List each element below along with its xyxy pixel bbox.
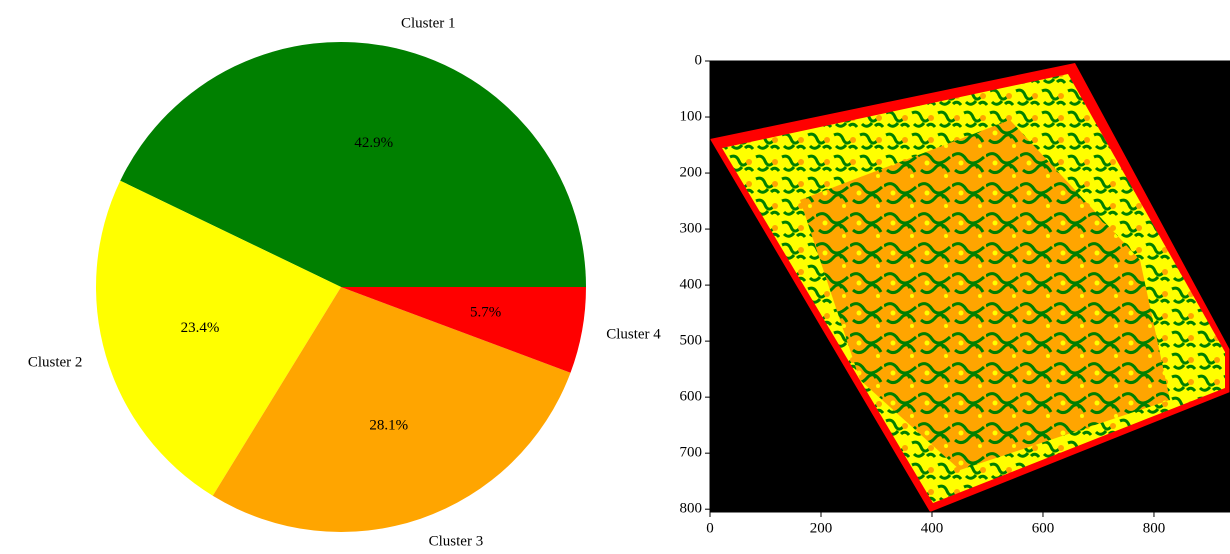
y-tick-label: 300 <box>680 221 703 237</box>
value-label: 23.4% <box>181 320 220 336</box>
value-label: 5.7% <box>470 305 501 321</box>
x-tick-label: 200 <box>810 520 833 536</box>
slice-label: Cluster 1 <box>401 16 456 32</box>
value-label: 42.9% <box>354 135 393 151</box>
image-panel <box>710 61 1230 512</box>
y-tick-label: 800 <box>680 501 703 517</box>
y-tick-label: 600 <box>680 389 703 405</box>
pie-slice <box>96 180 341 496</box>
slice-label: Cluster 4 <box>606 326 661 342</box>
pie-slice <box>212 287 571 532</box>
slice-label: Cluster 2 <box>28 354 83 370</box>
image-region <box>800 120 1170 470</box>
y-tick-label: 500 <box>680 333 703 349</box>
x-tick-label: 0 <box>706 520 714 536</box>
pie-slice <box>120 42 586 287</box>
x-tick-label: 800 <box>1143 520 1166 536</box>
y-tick-label: 200 <box>680 164 703 180</box>
axes-frame <box>709 60 1230 513</box>
pie-slice <box>341 287 586 373</box>
x-tick-label: 600 <box>1032 520 1055 536</box>
slice-label: Cluster 3 <box>429 533 484 549</box>
x-tick-label: 400 <box>921 520 944 536</box>
y-tick-label: 400 <box>680 277 703 293</box>
y-tick-label: 700 <box>680 445 703 461</box>
value-label: 28.1% <box>369 417 408 433</box>
y-tick-label: 100 <box>680 108 703 124</box>
y-tick-label: 0 <box>695 52 703 68</box>
